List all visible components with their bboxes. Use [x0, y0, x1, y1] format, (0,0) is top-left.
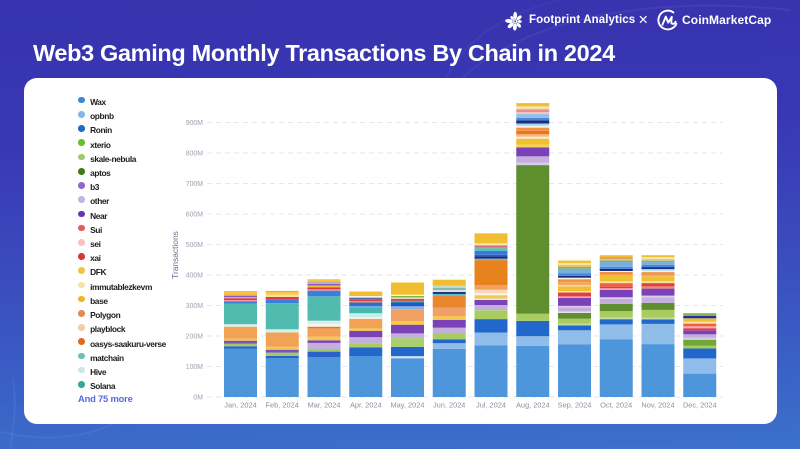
svg-text:Dec, 2024: Dec, 2024	[683, 400, 717, 409]
svg-text:300M: 300M	[186, 303, 203, 310]
svg-text:Jan, 2024: Jan, 2024	[224, 400, 256, 409]
svg-text:Transactions: Transactions	[170, 231, 180, 279]
svg-text:400M: 400M	[186, 272, 203, 279]
svg-text:Jun, 2024: Jun, 2024	[433, 400, 465, 409]
svg-text:Mar, 2024: Mar, 2024	[308, 400, 341, 409]
svg-text:Oct, 2024: Oct, 2024	[600, 400, 632, 409]
svg-text:200M: 200M	[186, 333, 203, 340]
svg-text:Feb, 2024: Feb, 2024	[266, 400, 299, 409]
svg-text:Aug, 2024: Aug, 2024	[516, 400, 550, 409]
svg-text:May, 2024: May, 2024	[391, 400, 425, 409]
svg-text:0M: 0M	[193, 394, 203, 401]
svg-text:600M: 600M	[186, 211, 203, 218]
svg-text:Jul, 2024: Jul, 2024	[476, 400, 506, 409]
svg-text:900M: 900M	[186, 120, 203, 127]
svg-text:800M: 800M	[186, 150, 203, 157]
svg-text:700M: 700M	[186, 181, 203, 188]
svg-text:Nov, 2024: Nov, 2024	[641, 400, 674, 409]
svg-text:Apr, 2024: Apr, 2024	[350, 400, 382, 409]
svg-text:Sep, 2024: Sep, 2024	[558, 400, 592, 409]
svg-text:100M: 100M	[186, 364, 203, 371]
svg-text:500M: 500M	[186, 242, 203, 249]
